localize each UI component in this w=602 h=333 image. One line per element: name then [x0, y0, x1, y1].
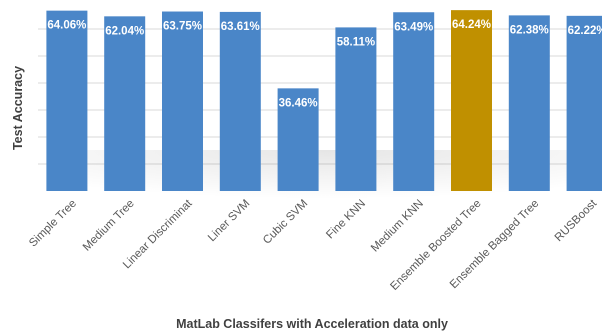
bar-value-label: 36.46% [279, 97, 318, 109]
bar-ensemble-boosted-tree [451, 10, 492, 191]
bar-medium-knn [393, 12, 435, 191]
bar-value-labels: 64.06% 62.04% 63.75% 63.61% 36.46% 58.11% 63.4… [47, 19, 602, 109]
floor-shadow [60, 150, 595, 220]
y-axis-title: Test Accuracy [11, 66, 25, 150]
bars [46, 10, 602, 192]
bar-value-label: 64.24% [452, 19, 491, 31]
bar-value-label: 62.22% [568, 25, 602, 37]
bar-value-label: 63.49% [394, 21, 433, 33]
bar-fine-knn [335, 27, 377, 192]
bar-medium-tree [104, 16, 146, 191]
bar-value-label: 62.04% [105, 25, 144, 37]
bar-linear-discriminat [162, 11, 203, 192]
bar-value-label: 63.75% [163, 21, 202, 33]
x-tick-label: Simple Tree [27, 198, 79, 250]
bar-value-label: 63.61% [221, 21, 260, 33]
bar-value-label: 62.38% [510, 24, 549, 36]
bar-value-label: 64.06% [47, 20, 86, 32]
bar-simple-tree [46, 10, 88, 192]
bar-liner-svm [219, 11, 261, 191]
x-axis-title: MatLab Classifers with Acceleration data… [176, 317, 448, 331]
bar-cubic-svm [277, 88, 319, 191]
bar-ensemble-bagged-tree [508, 15, 550, 191]
bar-value-label: 58.11% [337, 36, 375, 48]
bar-rusboost [566, 15, 602, 192]
